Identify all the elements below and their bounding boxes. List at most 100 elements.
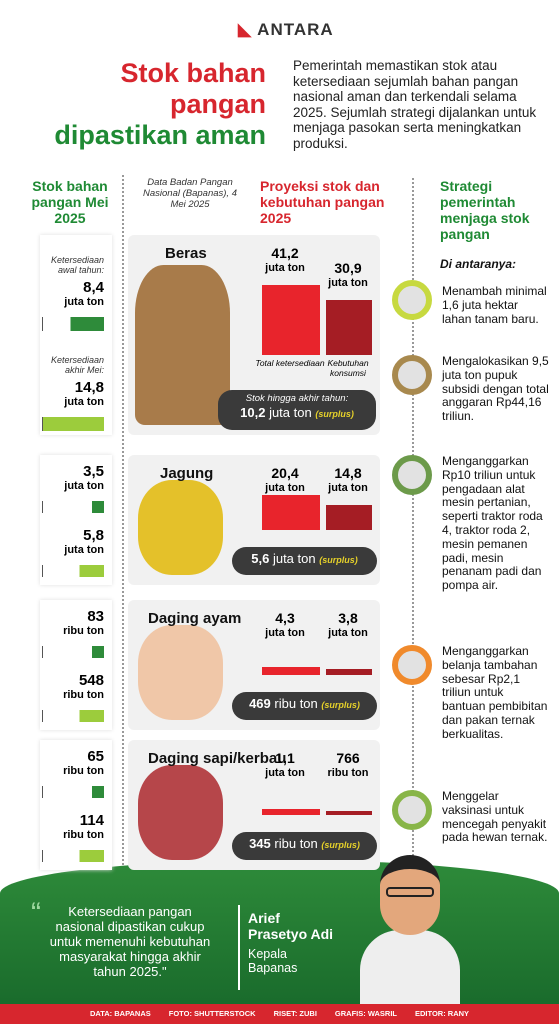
- panel: [40, 740, 112, 870]
- surplus-value: 10,2: [240, 404, 266, 420]
- surplus-pill: Stok hingga akhir tahun: 10,2 juta ton (s…: [218, 390, 376, 430]
- column-heading: Strategi pemerintah menjaga stok pangan: [440, 178, 530, 243]
- divider: [238, 905, 240, 990]
- surplus-pill: 5,6 juta ton (surplus): [232, 547, 377, 575]
- stock-unit: juta ton: [64, 396, 104, 408]
- supply-value: 1,1: [275, 750, 295, 766]
- strategy-text: Menganggarkan belanja tambahan sebesar R…: [442, 644, 548, 741]
- stock-value: 5,8: [83, 527, 104, 544]
- demand-bar: [326, 669, 372, 675]
- supply-value: 41,2: [271, 245, 299, 261]
- food-image: [138, 765, 223, 860]
- demand-value: 30,9: [334, 260, 362, 276]
- strategy-text: Mengalokasikan 9,5 juta ton pupuk subsid…: [442, 354, 549, 424]
- panel: [40, 600, 112, 730]
- intro: Pemerintah memastikan stok atau ketersed…: [293, 58, 537, 151]
- surplus-value: 345: [249, 836, 271, 851]
- stock-bar: [42, 786, 104, 798]
- title-line: Stok bahan: [120, 58, 266, 88]
- supply-unit: juta ton: [265, 767, 305, 779]
- surplus-note: (surplus): [319, 555, 358, 565]
- stock-value: 8,4: [83, 279, 104, 296]
- credit: FOTO: SHUTTERSTOCK: [168, 1008, 256, 1018]
- demand-unit: juta ton: [328, 277, 368, 289]
- divider: [122, 175, 124, 865]
- quote-text: Ketersediaan pangan nasional dipastikan …: [49, 904, 211, 979]
- demand-bar: [326, 300, 372, 355]
- stock-bar: [42, 710, 104, 722]
- credit: RISET: ZUBI: [273, 1008, 317, 1018]
- demand-value: 14,8: [334, 465, 362, 481]
- supply-unit: juta ton: [265, 627, 305, 639]
- surplus-pill: 469 ribu ton (surplus): [232, 692, 377, 720]
- column-heading: Proyeksi stok dan kebutuhan pangan 2025: [260, 178, 385, 227]
- surplus-line: 345 ribu ton (surplus): [242, 836, 367, 851]
- surplus-line: 10,2 juta ton (surplus): [228, 405, 366, 420]
- logo: ◣ ANTARA: [238, 20, 334, 39]
- surplus-pill: 345 ribu ton (surplus): [232, 832, 377, 860]
- surplus-prefix: Stok hingga akhir tahun:: [245, 393, 349, 404]
- demand-value: 766: [336, 750, 360, 766]
- stock-value: 548: [78, 672, 104, 689]
- footer: DATA: BAPANAS FOTO: SHUTTERSTOCK RISET: ZU…: [0, 1004, 559, 1024]
- stock-unit: juta ton: [64, 544, 104, 556]
- surplus-value: 5,6: [251, 551, 270, 566]
- credit: EDITOR: RANY: [415, 1008, 470, 1018]
- panel: [40, 455, 112, 585]
- source-note: Data Badan Pangan Nasional (Bapanas), 4 …: [143, 177, 237, 210]
- supply-value: 20,4: [271, 465, 299, 481]
- surplus-value: 469: [249, 696, 271, 711]
- logo-text: ANTARA: [257, 20, 334, 39]
- stock-unit: ribu ton: [63, 689, 104, 701]
- stock-bar: [42, 417, 104, 431]
- stock-bar: [42, 565, 104, 577]
- supply-unit: juta ton: [265, 262, 305, 274]
- stock-value: 83: [87, 608, 104, 625]
- food-name: Daging sapi/kerbau: [148, 750, 287, 767]
- green-band: [0, 860, 559, 1024]
- food-name: Jagung: [160, 465, 214, 482]
- stock-bar: [42, 501, 104, 513]
- surplus-unit: juta ton: [269, 404, 312, 420]
- supply-bar: [262, 809, 320, 815]
- strategy-intro: Di antaranya:: [440, 257, 517, 271]
- supply-bar: [262, 667, 320, 675]
- surplus-note: (surplus): [321, 840, 360, 850]
- stock-value: 65: [87, 748, 104, 765]
- food-image: [138, 480, 223, 575]
- supply-bar: [262, 495, 320, 530]
- demand-label: Kebutuhan konsumsi: [327, 358, 369, 378]
- demand-unit: juta ton: [328, 627, 368, 639]
- food-name: Daging ayam: [148, 610, 242, 627]
- strategy-text: Menambah minimal 1,6 juta hektar lahan t…: [442, 284, 547, 326]
- stock-label: Ketersediaan awal tahun:: [50, 255, 104, 276]
- food-image: [135, 265, 230, 425]
- surplus-note: (surplus): [315, 408, 354, 419]
- strategy-icon: [392, 280, 432, 320]
- speaker-name: Arief Prasetyo Adi: [248, 910, 334, 943]
- stock-unit: ribu ton: [63, 625, 104, 637]
- strategy-text: Menggelar vaksinasi untuk mencegah penya…: [442, 789, 548, 845]
- stock-bar: [42, 850, 104, 862]
- stock-unit: juta ton: [64, 480, 104, 492]
- strategy-icon: [392, 455, 432, 495]
- strategy-icon: [392, 645, 432, 685]
- title: Stok bahan pangan dipastikan aman: [40, 58, 266, 151]
- supply-label: Total ketersediaan: [255, 358, 325, 368]
- food-name: Beras: [165, 245, 207, 262]
- surplus-note: (surplus): [321, 700, 360, 710]
- strategy-text: Menganggarkan Rp10 triliun untuk pengada…: [442, 454, 543, 593]
- surplus-line: 5,6 juta ton (surplus): [242, 551, 367, 566]
- supply-bar: [262, 285, 320, 355]
- portrait: [350, 845, 465, 1010]
- demand-value: 3,8: [338, 610, 358, 626]
- surplus-unit: juta ton: [272, 551, 316, 566]
- supply-value: 4,3: [275, 610, 295, 626]
- demand-unit: juta ton: [328, 482, 368, 494]
- demand-unit: ribu ton: [327, 767, 369, 779]
- stock-bar: [42, 646, 104, 658]
- surplus-unit: ribu ton: [274, 836, 318, 851]
- title-line: pangan: [169, 89, 266, 120]
- stock-unit: ribu ton: [63, 765, 104, 777]
